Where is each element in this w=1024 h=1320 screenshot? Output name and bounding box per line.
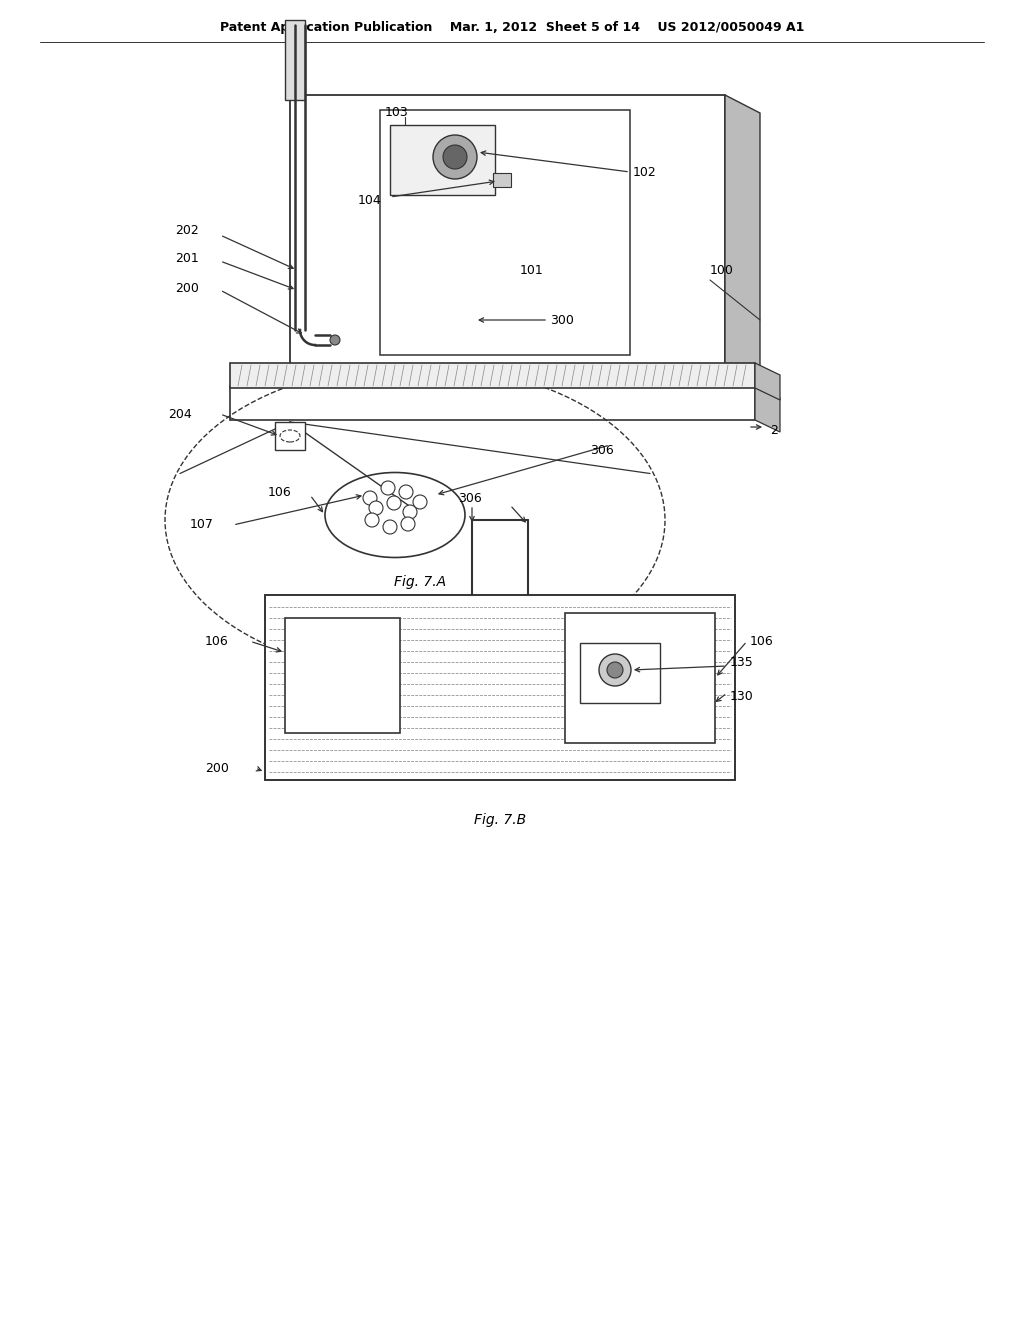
Bar: [285, 20, 305, 100]
Circle shape: [413, 495, 427, 510]
Polygon shape: [290, 380, 760, 399]
Text: 107: 107: [190, 519, 214, 532]
Text: 201: 201: [175, 252, 199, 264]
Bar: [265, 595, 735, 780]
Text: 135: 135: [730, 656, 754, 669]
Circle shape: [387, 496, 401, 510]
Circle shape: [362, 491, 377, 506]
Bar: [390, 125, 495, 195]
Bar: [275, 422, 305, 450]
Text: 200: 200: [175, 281, 199, 294]
Polygon shape: [755, 363, 780, 400]
Circle shape: [330, 335, 340, 345]
Text: 101: 101: [520, 264, 544, 276]
Text: 200: 200: [205, 762, 229, 775]
Bar: [580, 643, 660, 704]
Circle shape: [433, 135, 477, 180]
Circle shape: [369, 502, 383, 515]
Bar: [285, 618, 400, 733]
Text: 306: 306: [458, 491, 482, 504]
Circle shape: [381, 480, 395, 495]
Text: 100: 100: [710, 264, 734, 276]
Text: 103: 103: [385, 107, 409, 120]
Bar: [380, 110, 630, 355]
Text: Fig. 7.B: Fig. 7.B: [474, 813, 526, 828]
Circle shape: [365, 513, 379, 527]
Text: 300: 300: [550, 314, 573, 326]
Text: Fig. 7.A: Fig. 7.A: [394, 576, 446, 589]
Text: 106: 106: [750, 635, 774, 648]
Text: 202: 202: [175, 223, 199, 236]
Text: 130: 130: [730, 689, 754, 702]
Bar: [230, 385, 755, 420]
Circle shape: [599, 653, 631, 686]
Circle shape: [607, 663, 623, 678]
Bar: [565, 612, 715, 743]
Polygon shape: [755, 385, 780, 432]
Bar: [493, 173, 511, 187]
Bar: [230, 363, 755, 388]
Circle shape: [403, 506, 417, 519]
Text: 306: 306: [590, 444, 613, 457]
Text: 106: 106: [205, 635, 228, 648]
Text: 106: 106: [268, 486, 292, 499]
Text: 102: 102: [633, 165, 656, 178]
Text: Patent Application Publication    Mar. 1, 2012  Sheet 5 of 14    US 2012/0050049: Patent Application Publication Mar. 1, 2…: [220, 21, 804, 33]
Circle shape: [399, 484, 413, 499]
Text: 104: 104: [358, 194, 382, 206]
Text: 204: 204: [168, 408, 191, 421]
Text: 2: 2: [770, 424, 778, 437]
Polygon shape: [725, 95, 760, 399]
Circle shape: [401, 517, 415, 531]
Bar: [290, 95, 725, 380]
Circle shape: [383, 520, 397, 535]
Circle shape: [443, 145, 467, 169]
